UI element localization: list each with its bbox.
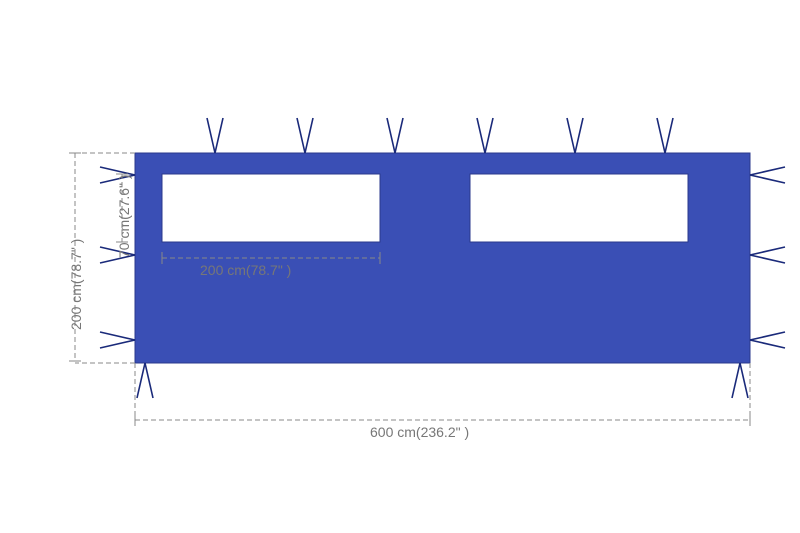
dim-label-height-overall: 200 cm(78.7" ) (68, 239, 84, 330)
diagram-svg (0, 0, 800, 533)
dim-label-width-overall: 600 cm(236.2" ) (370, 424, 469, 440)
dim-label-window-height: 70 cm(27.6" ) (116, 174, 132, 258)
dim-label-window-width: 200 cm(78.7" ) (200, 262, 291, 278)
diagram-container: 200 cm(78.7" ) 70 cm(27.6" ) 200 cm(78.7… (0, 0, 800, 533)
